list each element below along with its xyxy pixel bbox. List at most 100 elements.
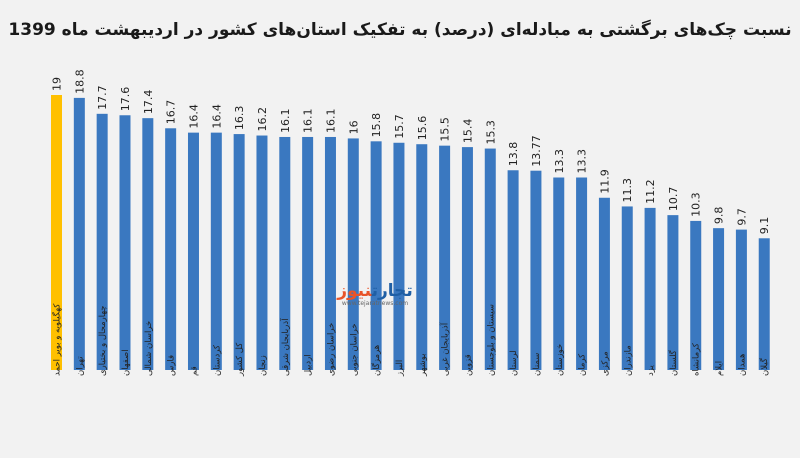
category-label-0: کهگیلویه و بویر احمد [52,303,63,376]
bar-value-label-24: 11.9 [598,169,611,194]
watermark-url: www.tejaratnews.com [341,300,409,307]
bar-value-label-8: 16.3 [233,106,246,131]
category-label-13: خراسان جنوبی [349,323,359,376]
bar-4 [142,118,154,370]
bar-value-label-28: 10.3 [690,192,703,217]
bar-31 [758,238,770,370]
bar-value-label-22: 13.3 [553,149,566,174]
bar-27 [667,215,679,370]
category-label-11: اردبیل [304,354,314,376]
category-label-28: کرمانشاه [692,342,702,376]
bar-value-label-20: 13.8 [507,142,520,167]
bar-value-label-11: 16.1 [302,108,315,133]
bar-16 [416,144,428,370]
bar-value-label-7: 16.4 [210,104,223,129]
bar-value-label-30: 9.7 [735,208,748,226]
bar-value-label-18: 15.4 [461,119,474,144]
bar-25 [621,206,633,370]
watermark-brand-accent: نیوز [337,281,372,301]
category-label-27: گلستان [668,349,679,376]
category-label-30: همدان [737,354,747,376]
bar-value-label-6: 16.4 [187,104,200,129]
bar-value-label-5: 16.7 [165,100,178,125]
bar-value-label-19: 15.3 [484,120,497,145]
category-label-24: مرکزی [600,351,610,376]
bar-7 [210,132,222,370]
bar-21 [530,170,542,370]
bar-24 [598,197,610,370]
bar-value-label-1: 18.8 [73,69,86,94]
bar-value-label-26: 11.2 [644,179,657,204]
bar-5 [165,128,177,370]
category-label-2: چهارمحال و بختیاری [98,305,108,376]
bar-15 [393,142,405,370]
category-label-19: سیستان و بلوچستان [486,304,496,376]
bar-26 [644,207,656,370]
bar-29 [713,228,725,370]
category-label-14: هرمزگان [371,345,382,376]
bar-2 [96,113,108,370]
bar-value-label-21: 13.77 [530,135,543,167]
bar-17 [439,145,451,370]
category-label-7: کردستان [212,344,222,376]
bar-value-label-12: 16.1 [324,108,337,133]
bar-value-label-25: 11.3 [621,178,634,203]
bar-value-label-17: 15.5 [439,117,452,142]
bar-value-label-0: 19 [51,77,64,91]
watermark-brand-main: تجارت [371,281,413,301]
bar-value-label-16: 15.6 [416,116,429,141]
category-label-22: خوزستان [555,344,565,376]
watermark-logo: تجارتنیوز [325,282,425,300]
category-label-5: فارس [167,355,177,376]
bar-0 [51,95,62,370]
tejaratnews-watermark: تجارتنیوز www.tejaratnews.com [325,282,425,307]
bar-20 [507,170,519,370]
bar-6 [187,132,199,370]
category-label-8: کل کشور [235,342,245,377]
bar-22 [553,177,565,370]
bar-value-label-15: 15.7 [393,114,406,139]
bar-value-label-23: 13.3 [576,149,589,174]
bar-value-label-10: 16.1 [279,108,292,133]
category-label-16: بوشهر [418,354,428,378]
category-label-9: زنجان [258,355,268,376]
bar-value-label-9: 16.2 [256,107,269,132]
bar-value-label-4: 17.4 [142,90,155,115]
bar-13 [347,138,359,370]
bar-30 [735,229,747,370]
category-label-17: آذربایجان غربی [439,322,451,376]
bar-value-label-2: 17.7 [96,85,109,110]
category-label-1: تهران [75,356,85,376]
bar-value-label-3: 17.6 [119,87,132,112]
bar-1 [73,97,85,370]
bar-14 [370,141,382,370]
category-label-4: خراسان شمالی [144,321,154,376]
category-label-18: قزوین [463,354,473,376]
category-label-6: قم [189,366,199,376]
bar-18 [461,147,473,370]
bar-9 [256,135,268,370]
category-label-15: البرز [395,360,405,377]
category-label-29: ایلام [715,361,725,376]
bar-3 [119,115,131,371]
category-label-26: یزد [646,365,656,376]
bar-11 [302,136,314,370]
bar-19 [484,148,496,370]
category-label-23: کرمان [578,353,588,376]
category-label-10: آذربایجان شرقی [279,318,291,376]
bar-12 [324,136,336,370]
bar-10 [279,136,291,370]
category-label-3: اصفهان [121,349,131,376]
chart-title: نسبت چک‌های برگشتی به مبادله‌ای (درصد) ب… [8,20,792,40]
category-label-21: سمنان [532,353,542,376]
bar-value-label-31: 9.1 [758,217,771,235]
category-label-25: مازندران [623,345,633,376]
bar-value-label-14: 15.8 [370,113,383,138]
category-label-20: لرستان [509,350,519,376]
category-label-31: گیلان [759,357,770,376]
bar-value-label-13: 16 [347,120,360,134]
bar-28 [690,220,702,370]
bar-value-label-29: 9.8 [713,207,726,225]
bar-value-label-27: 10.7 [667,187,680,212]
